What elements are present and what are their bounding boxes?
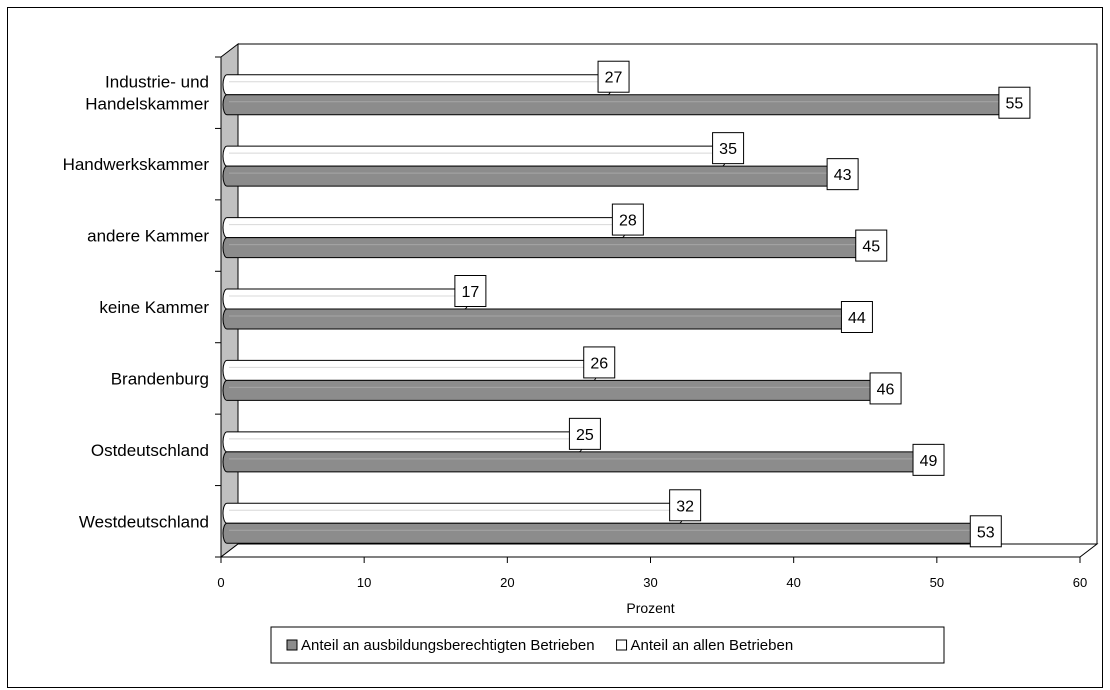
bar-training-firms [222,94,1013,116]
category-label: Brandenburg [111,369,209,388]
data-label: 17 [454,275,487,307]
category-label: andere Kammer [87,227,209,246]
bar-training-firms [222,237,870,259]
data-label: 27 [597,60,630,93]
category-label: Ostdeutschland [91,441,209,460]
svg-text:49: 49 [920,453,938,470]
bar-all-firms [222,288,469,310]
data-label: 55 [998,86,1031,119]
svg-text:46: 46 [877,381,895,398]
data-label: 44 [840,301,873,333]
x-tick-label: 0 [217,575,224,590]
bar-training-firms [222,379,885,401]
svg-text:35: 35 [719,141,737,158]
legend-entry: Anteil an ausbildungsberechtigten Betrie… [301,637,595,654]
svg-text:25: 25 [576,427,594,444]
bar-all-firms [222,74,613,96]
x-tick-label: 30 [643,575,657,590]
svg-text:44: 44 [848,310,866,327]
bar-training-firms [222,522,985,544]
category-label: Westdeutschland [79,512,209,531]
x-tick-label: 60 [1073,575,1087,590]
data-label: 53 [969,515,1002,548]
x-tick-label: 10 [357,575,371,590]
bar-training-firms [222,451,928,473]
svg-text:32: 32 [676,498,694,515]
legend-box [270,626,945,664]
legend-swatch [616,639,628,651]
svg-text:55: 55 [1006,96,1024,113]
x-axis-title: Prozent [626,600,674,616]
data-label: 45 [855,229,888,262]
data-label: 26 [583,346,616,379]
x-tick-label: 50 [930,575,944,590]
category-label: Handwerkskammer [63,155,210,174]
category-label: Industrie- und Handelskammer [85,73,209,114]
bar-all-firms [222,217,627,239]
svg-text:53: 53 [977,524,995,541]
chart-border [7,7,1103,688]
svg-text:28: 28 [619,213,637,230]
svg-text:26: 26 [590,355,608,372]
svg-text:43: 43 [834,167,852,184]
back-wall [238,43,1098,544]
bar-all-firms [222,431,584,453]
category-label: keine Kammer [99,298,209,317]
svg-text:27: 27 [605,70,623,87]
data-label: 28 [611,203,644,236]
x-tick-label: 40 [786,575,800,590]
data-label: 43 [826,158,859,191]
x-tick-label: 20 [500,575,514,590]
bar-all-firms [222,145,727,167]
data-label: 46 [869,372,902,405]
data-label: 35 [712,132,745,165]
data-label: 32 [669,489,702,522]
data-label: 49 [912,443,945,476]
svg-text:45: 45 [862,239,880,256]
floor [219,543,1099,558]
bar-training-firms [222,165,842,187]
data-label: 25 [568,417,601,450]
bar-training-firms [222,308,856,330]
plot-area: 0 10 20 30 40 50 60 Prozent Industrie- und Handel… [63,42,1099,616]
bar-all-firms [222,359,598,381]
legend-entry: Anteil an allen Betrieben [631,637,794,654]
svg-text:17: 17 [461,284,479,301]
legend-swatch [286,639,298,651]
bar-all-firms [222,502,684,524]
legend: Anteil an ausbildungsberechtigten Betrie… [270,626,945,664]
